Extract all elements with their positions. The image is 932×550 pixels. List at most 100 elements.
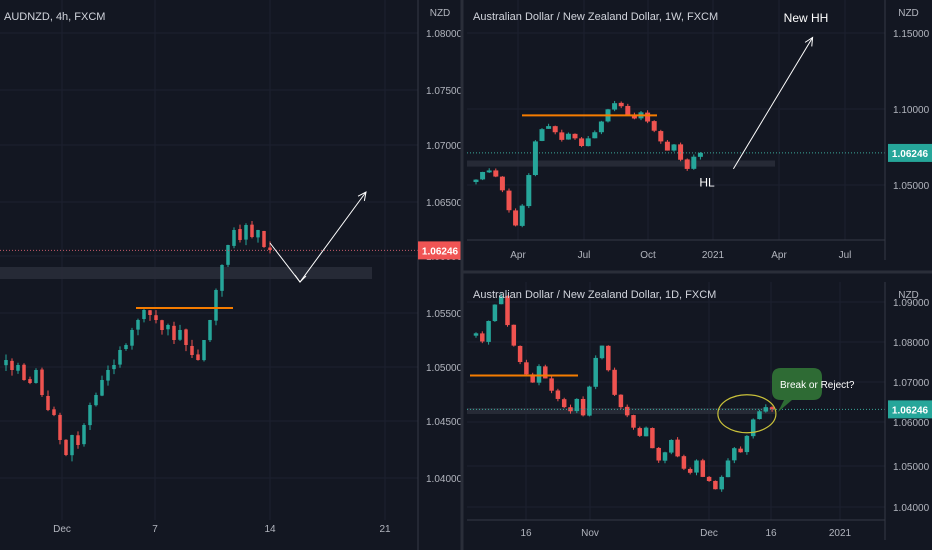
- candle: [492, 304, 498, 322]
- price-label: 1.06246: [892, 149, 929, 160]
- candle: [593, 357, 598, 387]
- candle: [52, 409, 56, 415]
- x-tick-label: Nov: [581, 528, 599, 539]
- candle: [64, 439, 68, 455]
- candle: [725, 460, 731, 478]
- price-label-box: [418, 241, 462, 260]
- candle: [262, 230, 266, 247]
- candle: [160, 320, 164, 330]
- candle: [480, 171, 486, 180]
- candle: [82, 425, 86, 445]
- candle: [572, 133, 578, 139]
- candle: [524, 362, 529, 375]
- candle: [757, 411, 762, 420]
- candle: [480, 333, 485, 342]
- candle: [58, 414, 62, 440]
- candle: [473, 333, 479, 336]
- candle: [178, 330, 182, 340]
- y-tick-label: 1.09000: [893, 298, 930, 309]
- candle: [671, 144, 677, 151]
- plot-area: [0, 0, 418, 520]
- y-tick-label: 1.08000: [426, 29, 463, 40]
- currency-label: NZD: [430, 8, 451, 19]
- price-label-box: [888, 143, 932, 162]
- x-tick-label: Apr: [510, 250, 526, 261]
- candle: [154, 315, 158, 320]
- candle: [136, 320, 140, 330]
- candle: [651, 121, 657, 131]
- candle: [202, 340, 206, 361]
- y-tick-label: 1.07000: [893, 378, 930, 389]
- y-tick-label: 1.06500: [426, 198, 463, 209]
- candle: [539, 129, 545, 141]
- candle: [650, 428, 655, 449]
- candle: [565, 133, 571, 140]
- y-tick-label: 1.05000: [893, 462, 930, 473]
- candle: [124, 345, 128, 350]
- candle: [4, 360, 8, 366]
- candle: [22, 364, 26, 380]
- candle: [536, 366, 542, 383]
- candle: [719, 476, 724, 490]
- candle: [142, 310, 146, 320]
- candle: [559, 132, 565, 140]
- candle: [669, 439, 674, 453]
- candle: [691, 156, 697, 169]
- support-zone: [467, 160, 775, 167]
- y-tick-label: 1.10000: [893, 105, 930, 116]
- candle: [675, 439, 680, 457]
- y-tick-label: 1.08000: [893, 338, 930, 349]
- candle: [543, 366, 548, 379]
- candle: [678, 144, 684, 160]
- candle: [568, 407, 573, 412]
- candle: [486, 320, 491, 342]
- candle: [34, 370, 38, 384]
- support-zone: [467, 407, 775, 414]
- y-tick-label: 1.07500: [426, 86, 463, 97]
- candle: [172, 325, 176, 340]
- callout-text: Break or Reject?: [780, 380, 855, 391]
- pane-top-right: New HH HL Australian Dollar / New Zealand …: [467, 0, 932, 261]
- annotation-label: New HH: [784, 11, 829, 25]
- candle: [546, 126, 552, 129]
- candle: [226, 245, 230, 265]
- candle: [549, 378, 554, 391]
- candle: [618, 102, 624, 107]
- candle: [769, 407, 775, 410]
- candle: [499, 176, 505, 191]
- candle: [612, 369, 617, 395]
- support-zone: [0, 267, 372, 279]
- candle: [687, 468, 693, 473]
- currency-label: NZD: [898, 290, 919, 301]
- candle: [598, 121, 604, 133]
- y-tick-label: 1.15000: [893, 29, 930, 40]
- candle: [643, 427, 649, 437]
- candle: [208, 320, 212, 341]
- candle: [506, 190, 512, 211]
- candle: [486, 170, 492, 173]
- candle: [738, 448, 743, 453]
- candle: [493, 170, 499, 177]
- candle: [585, 138, 591, 147]
- y-tick-label: 1.05500: [426, 309, 463, 320]
- candle: [744, 435, 750, 453]
- candle: [76, 435, 80, 445]
- candle: [28, 379, 32, 383]
- candle: [574, 398, 580, 412]
- candle: [473, 179, 479, 183]
- candle: [555, 390, 561, 399]
- x-tick-label: 2021: [829, 528, 852, 539]
- arrow-head: [804, 36, 814, 47]
- y-tick-label: 1.05000: [893, 181, 930, 192]
- candle: [100, 380, 104, 396]
- candle: [732, 448, 737, 461]
- candle: [645, 112, 651, 122]
- candle: [519, 205, 525, 226]
- x-tick-label: Jul: [839, 250, 852, 261]
- y-tick-label: 1.07000: [426, 141, 463, 152]
- candle: [498, 296, 504, 305]
- candle: [517, 345, 523, 363]
- candle: [606, 345, 611, 371]
- candle: [94, 395, 98, 406]
- projection-path: [732, 37, 814, 170]
